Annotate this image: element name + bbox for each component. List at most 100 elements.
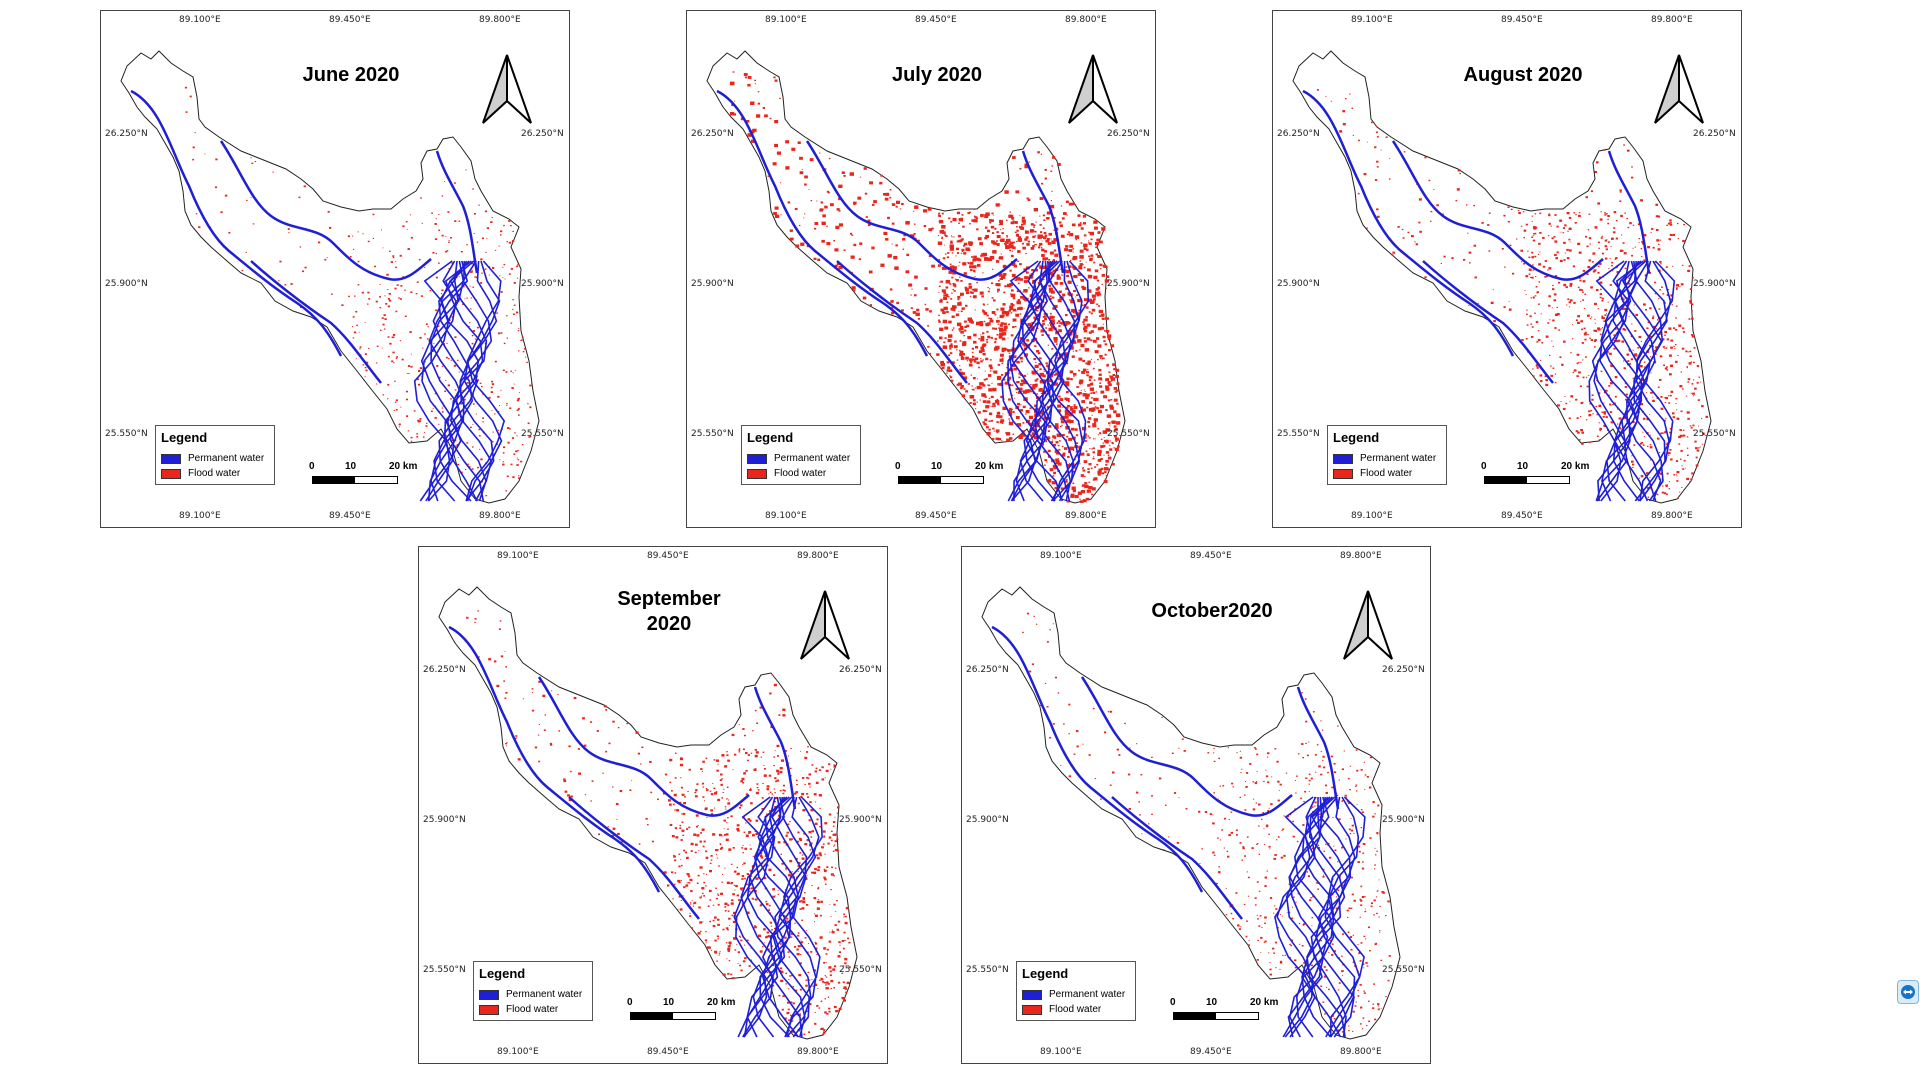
flood-water-patch [1001,350,1005,353]
flood-water-patch [672,803,675,806]
flood-water-patch [392,334,396,336]
flood-water-patch [506,475,509,478]
flood-water-patch [435,309,438,312]
flood-water-patch [869,304,872,306]
flood-water-patch [1696,449,1700,452]
flood-water-patch [1050,312,1052,315]
flood-water-patch [1582,269,1586,272]
flood-water-patch [1056,274,1060,277]
flood-water-patch [1682,327,1685,330]
flood-water-patch [776,769,780,773]
flood-water-patch [1013,355,1017,359]
flood-water-patch [1053,337,1058,341]
flood-water-patch [1531,276,1534,279]
flood-water-patch [1061,445,1064,448]
flood-water-patch [1621,234,1623,236]
flood-water-patch [957,322,962,327]
flood-water-patch [1365,938,1367,940]
flood-water-patch [964,286,968,289]
flood-water-patch [997,288,1000,291]
flood-water-patch [506,337,509,339]
flood-water-patch [1626,149,1630,152]
flood-water-patch [500,291,503,293]
flood-water-patch [1314,754,1317,756]
flood-water-patch [1318,765,1321,768]
flood-water-patch [995,203,1000,207]
flood-water-patch [429,290,432,292]
flood-water-patch [961,372,965,375]
flood-water-patch [985,235,989,238]
flood-water-patch [740,780,743,783]
flood-water-patch [1053,304,1058,308]
flood-water-patch [768,904,771,907]
flood-water-patch [1531,256,1534,259]
flood-water-patch [774,777,777,780]
flood-water-patch [736,894,739,897]
flood-water-patch [505,666,507,668]
flood-water-patch [1043,450,1046,453]
flood-water-patch [1377,1008,1380,1011]
flood-water-patch [768,868,772,872]
flood-water-patch [1572,265,1576,268]
flood-water-patch [1602,252,1605,255]
flood-water-patch [1076,294,1079,296]
flood-water-patch [1017,299,1021,302]
flood-water-patch [367,240,370,243]
flood-water-patch [1065,410,1068,412]
flood-water-patch [1051,296,1055,299]
flood-water-patch [1070,378,1073,381]
flood-water-patch [1016,300,1021,305]
flood-water-patch [1063,236,1065,238]
map-panel-june: 89.100°E 89.100°E 89.450°E 89.450°E 89.800°E… [100,10,570,528]
flood-water-patch [1638,242,1640,243]
flood-water-patch [1325,784,1328,787]
flood-water-patch [791,932,794,935]
flood-water-patch [1008,398,1011,401]
flood-water-patch [1069,346,1074,350]
flood-water-patch [1576,417,1579,419]
flood-water-patch [1560,401,1562,402]
flood-water-patch [481,385,483,388]
flood-water-patch [617,727,620,729]
flood-water-patch [493,660,497,663]
flood-water-patch [942,257,946,260]
flood-water-patch [1568,301,1571,304]
flood-water-patch [836,928,840,931]
flood-water-patch [1161,716,1163,718]
flood-water-patch [1621,249,1624,252]
flood-water-patch [638,843,641,845]
flood-water-patch [1385,136,1388,138]
flood-water-patch [1665,397,1668,400]
flood-water-patch [1031,386,1036,390]
flood-water-patch [1093,361,1096,363]
flood-water-patch [1555,257,1558,260]
flood-water-patch [1338,818,1341,821]
flood-water-patch [982,409,986,413]
flood-water-patch [508,220,511,222]
flood-water-patch [830,979,834,983]
flood-water-patch [1310,897,1312,899]
flood-water-patch [830,916,832,917]
scale-segment-empty [1527,477,1569,483]
flood-water-patch [1002,265,1007,268]
flood-water-patch [379,284,381,285]
flood-water-patch [1556,306,1558,308]
flood-water-patch [814,947,818,950]
flood-water-patch [1533,226,1536,229]
flood-water-patch [958,310,960,312]
permanent-water-channel [1007,260,1049,502]
lon-tick-label: 89.450°E [915,511,957,521]
flood-water-patch [778,994,781,997]
flood-water-patch [404,315,407,317]
flood-water-patch [1099,382,1102,384]
flood-water-patch [1337,725,1339,727]
flood-water-patch [683,849,686,852]
flood-water-patch [775,214,780,218]
flood-water-patch [1021,433,1026,437]
flood-water-patch [1079,349,1081,351]
flood-water-patch [1536,291,1539,293]
flood-water-patch [1596,379,1598,381]
flood-water-patch [1199,863,1201,864]
flood-water-patch [1034,404,1038,408]
flood-water-patch [720,783,723,786]
